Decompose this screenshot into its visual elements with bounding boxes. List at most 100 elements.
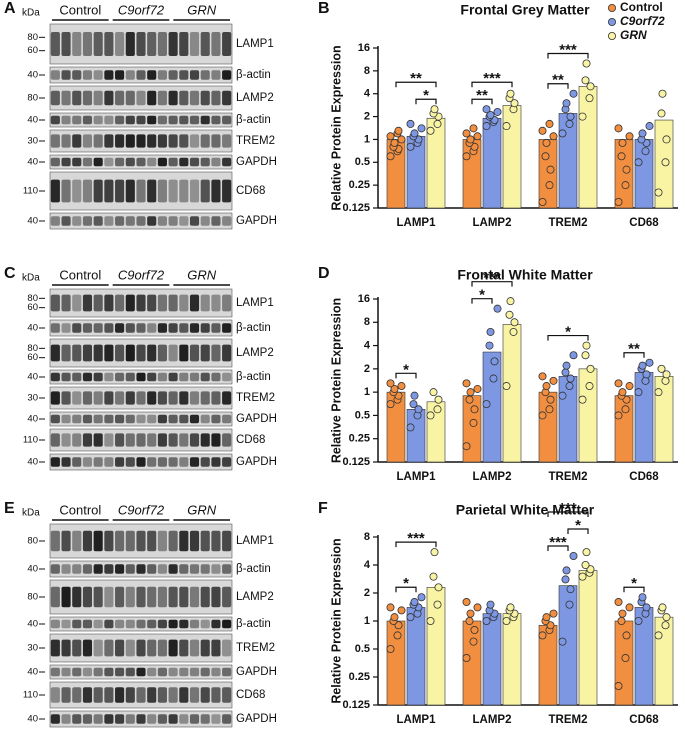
data-point [433,600,442,609]
blot-band [115,414,125,424]
blot-band [136,134,146,148]
blot-band [147,714,157,724]
blot-strip [49,411,233,427]
blot-band [136,157,146,167]
blot-band [147,323,157,333]
blot-band [136,457,146,467]
data-point [565,382,574,391]
band-label: β-actin [236,322,271,334]
blot-band [125,115,135,125]
blot-band [222,70,232,80]
blot-band [211,564,221,574]
blot-band [136,179,146,203]
marker-label: 60 [27,45,38,56]
blot-band [211,433,221,447]
band-label: GAPDH [236,156,277,168]
data-point [617,617,626,626]
blot-band [211,639,221,657]
blot-band [50,433,60,447]
blot-band [147,157,157,167]
blot-band [72,530,82,552]
blot-strip [49,212,233,230]
data-point [542,138,551,147]
blot-band [147,619,157,629]
blot-strip [49,428,233,452]
blot-band [104,216,114,226]
blot-band [222,157,232,167]
blot-band [115,70,125,80]
data-point [562,361,571,370]
data-point [466,388,475,397]
blot-band [168,619,178,629]
blot-band [82,157,93,167]
data-point [566,585,575,594]
blot-band [50,391,60,405]
marker-label: 80 [27,93,38,104]
blot-band [72,115,82,125]
x-tick-label: CD68 [629,471,659,483]
blot-band [136,414,146,424]
blot-band [104,157,114,167]
blot-band [82,372,93,382]
blot-band [189,530,200,552]
x-tick-label: LAMP2 [473,217,512,229]
blot-band [168,90,178,106]
data-point [542,382,551,391]
y-tick-label: 16 [358,293,370,305]
band-label: β-actin [236,69,271,81]
blot-band [115,391,125,405]
blot-band [93,586,103,608]
significance-bracket [547,52,589,59]
unit-label: kDa [22,8,40,19]
blot-band [179,134,189,148]
blot-band [72,564,82,574]
blot-strip [49,338,233,368]
data-point [614,682,623,691]
blot-strip [49,129,233,153]
blot-band [147,216,157,226]
marker-label: 30 [27,643,38,654]
data-point [473,132,482,141]
blot-band [61,134,71,148]
blot-band [72,70,82,80]
blot-band [125,639,135,657]
chart-title: Parietal White Matter [456,502,595,518]
blot-band [136,32,146,56]
blot-band [168,714,178,724]
blot-band [147,564,157,574]
blot-band [211,323,221,333]
blot-band [147,134,157,148]
data-point [502,617,511,626]
blot-band [61,372,71,382]
blot-band [222,564,232,574]
blot-band [168,344,178,362]
blot-band [125,586,135,608]
data-point [486,600,495,609]
bar [502,105,522,209]
y-tick-label: 0.5 [355,156,370,168]
blot-band [72,433,82,447]
data-point [390,138,399,147]
blot-band [147,294,157,312]
data-point [625,382,634,391]
bar [614,139,634,209]
data-point [462,654,471,663]
data-point [638,361,647,370]
data-point [469,637,478,646]
data-point [614,598,623,607]
blot-band [168,586,178,608]
data-point [493,304,502,313]
significance-label: *** [483,270,501,287]
blot-band [179,70,189,80]
data-point [558,637,567,646]
blot-band [168,157,178,167]
blot-band [125,457,135,467]
blot-band [125,433,135,447]
blot-band [72,134,82,148]
blot-strip [49,386,233,410]
blot-strip [49,633,233,663]
blot-band [189,639,200,657]
data-point [661,621,670,630]
blot-band [222,372,232,382]
data-point [489,374,498,383]
